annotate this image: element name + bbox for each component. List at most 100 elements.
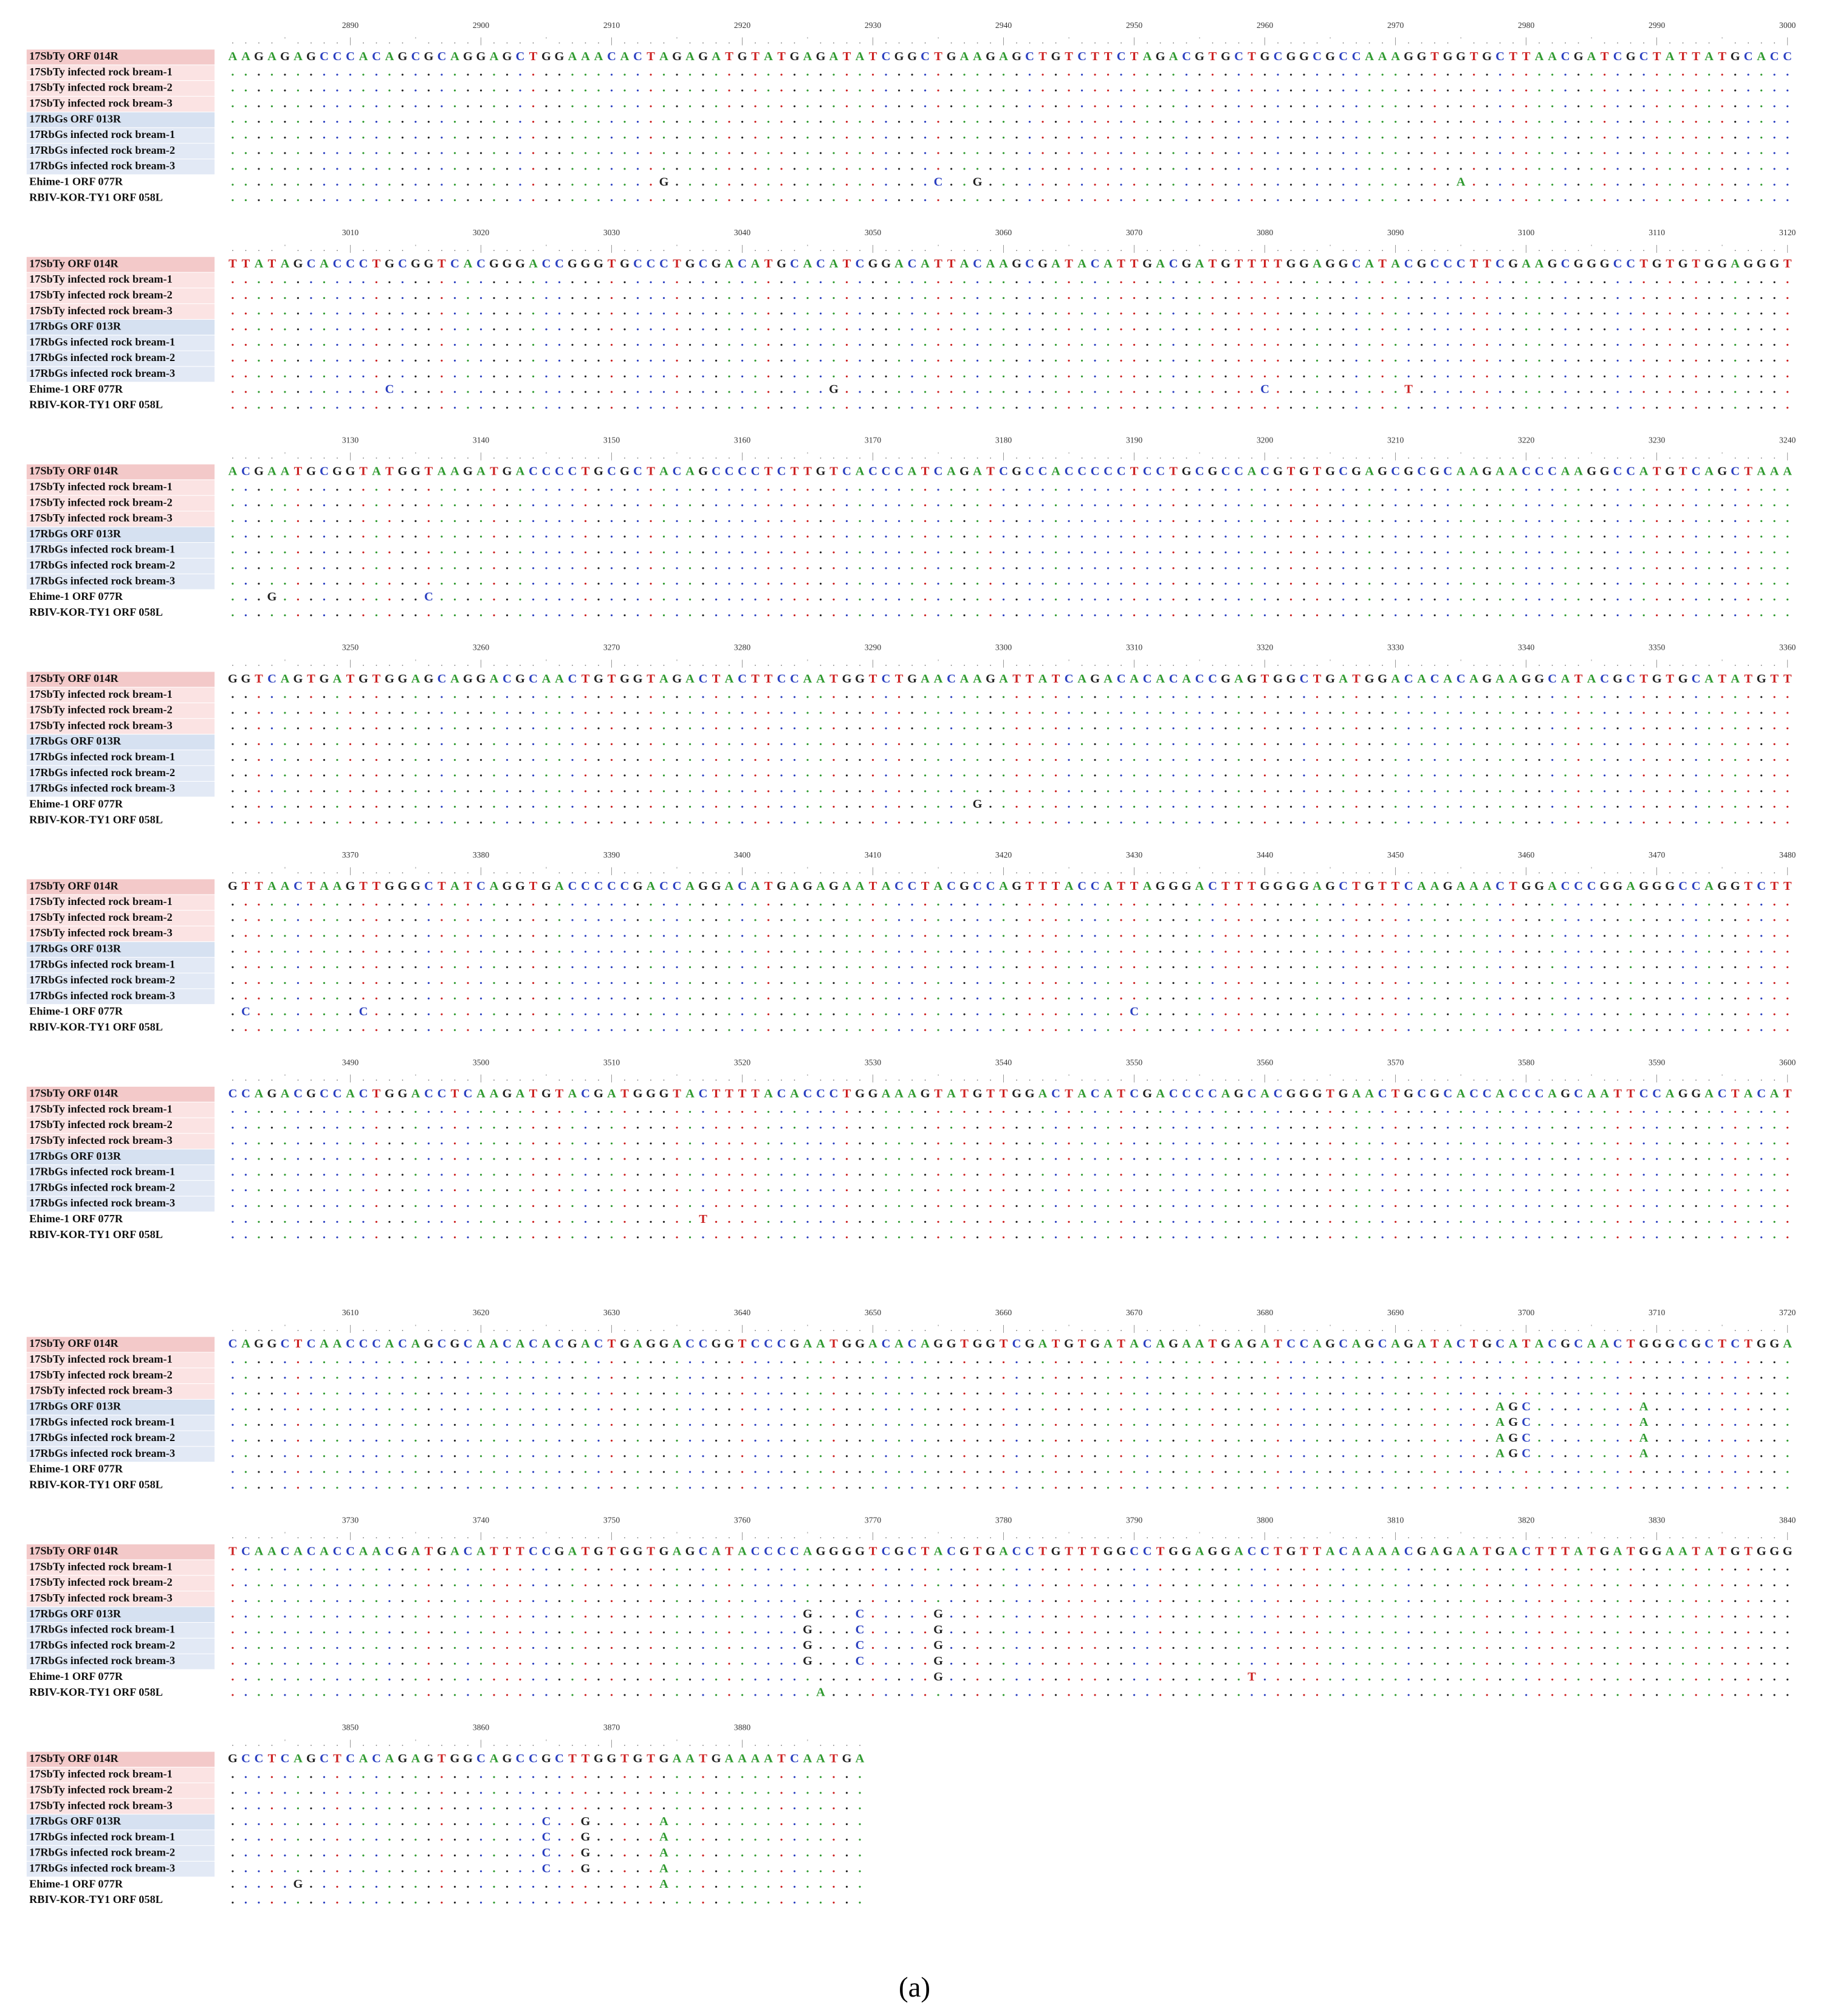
- ruler-mark: .: [1760, 1073, 1763, 1083]
- ruler-mark: .: [911, 244, 913, 253]
- ruler-mark: |: [349, 1073, 351, 1083]
- ruler-mark: .: [1041, 1531, 1044, 1541]
- ruler-mark: .: [585, 1324, 587, 1333]
- ruler-mark: |: [1786, 451, 1788, 461]
- ruler-mark: .: [846, 866, 848, 876]
- ruler-mark: .: [1120, 244, 1122, 253]
- position-label: 3220: [1518, 435, 1534, 444]
- ruler-mark: .: [924, 659, 927, 669]
- ruler-mark: .: [767, 1073, 770, 1083]
- position-label: 3590: [1649, 1058, 1665, 1067]
- ruler-mark: ˈ: [1198, 36, 1201, 46]
- sequence-row: ........................................…: [231, 1623, 1789, 1636]
- ruler-mark: .: [663, 1324, 665, 1333]
- ruler-mark: .: [1773, 244, 1776, 253]
- ruler-mark: .: [376, 244, 378, 253]
- sequence-row: ........................................…: [231, 496, 1789, 509]
- ruler-mark: .: [1107, 1531, 1110, 1541]
- sequence-row: ........................C..G.....A......…: [231, 1830, 861, 1843]
- ruler-mark: ˈ: [1329, 36, 1332, 46]
- ruler-mark: |: [741, 1738, 743, 1748]
- ruler-mark: .: [1041, 244, 1044, 253]
- ruler-mark: .: [1538, 1324, 1540, 1333]
- ruler-mark: .: [1669, 244, 1671, 253]
- ruler-mark: .: [1486, 1073, 1488, 1083]
- ruler-mark: .: [1473, 1073, 1475, 1083]
- ruler-mark: .: [1421, 451, 1423, 461]
- ruler-mark: .: [1224, 244, 1227, 253]
- ruler-mark: .: [1669, 36, 1671, 46]
- ruler-mark: .: [232, 244, 234, 253]
- ruler-mark: |: [480, 244, 482, 253]
- ruler-mark: |: [480, 36, 482, 46]
- taxon-label: RBIV-KOR-TY1 ORF 058L: [29, 191, 163, 203]
- ruler-mark: .: [1224, 1073, 1227, 1083]
- ruler-mark: .: [310, 1073, 312, 1083]
- ruler-mark: .: [689, 866, 691, 876]
- position-label: 3060: [995, 228, 1012, 237]
- ruler-mark: .: [362, 244, 365, 253]
- ruler-mark: .: [1251, 1073, 1253, 1083]
- sequence-row: ........................................…: [231, 1591, 1789, 1605]
- ruler-mark: .: [258, 36, 260, 46]
- ruler-mark: .: [1447, 36, 1449, 46]
- ruler-mark: .: [532, 1073, 535, 1083]
- ruler-mark: .: [702, 244, 704, 253]
- ruler-mark: .: [689, 1738, 691, 1748]
- ruler-mark: .: [1277, 451, 1279, 461]
- ruler-mark: .: [362, 1531, 365, 1541]
- ruler-mark: .: [402, 451, 404, 461]
- ruler-mark: .: [1212, 451, 1214, 461]
- ruler-mark: .: [650, 866, 652, 876]
- label-background: [26, 143, 215, 159]
- ruler-mark: .: [1682, 1531, 1684, 1541]
- taxon-label: 17RbGs infected rock bream-2: [29, 766, 175, 779]
- ruler-mark: .: [963, 866, 966, 876]
- ruler-mark: .: [1277, 244, 1279, 253]
- ruler-mark: .: [663, 244, 665, 253]
- taxon-label: 17SbTy infected rock bream-3: [29, 1799, 173, 1811]
- ruler-mark: .: [663, 1073, 665, 1083]
- ruler-mark: |: [872, 451, 874, 461]
- ruler-mark: .: [1734, 1531, 1737, 1541]
- ruler-mark: |: [1525, 451, 1527, 461]
- ruler-mark: .: [1642, 451, 1645, 461]
- ruler-mark: .: [571, 1738, 574, 1748]
- ruler-mark: .: [963, 1073, 966, 1083]
- ruler-mark: .: [1355, 1531, 1357, 1541]
- ruler-mark: .: [794, 1738, 796, 1748]
- ruler-mark: .: [428, 451, 430, 461]
- ruler-mark: .: [1682, 866, 1684, 876]
- ruler-mark: ˈ: [937, 659, 940, 669]
- ruler-mark: .: [1577, 866, 1580, 876]
- ruler-mark: .: [441, 866, 443, 876]
- position-label: 3790: [1126, 1515, 1142, 1524]
- ruler-mark: .: [1773, 36, 1776, 46]
- ruler-mark: .: [1316, 244, 1319, 253]
- ruler-mark: ˈ: [1721, 659, 1724, 669]
- ruler-mark: .: [1094, 1531, 1096, 1541]
- ruler-mark: .: [402, 1324, 404, 1333]
- taxon-label: 17RbGs infected rock bream-2: [29, 351, 175, 363]
- taxon-label: 17RbGs infected rock bream-3: [29, 1447, 175, 1459]
- ruler-mark: .: [1316, 1073, 1319, 1083]
- ruler-mark: .: [1342, 659, 1345, 669]
- position-label: 3600: [1779, 1058, 1796, 1067]
- ruler-mark: .: [885, 1073, 887, 1083]
- position-label: 3360: [1779, 643, 1796, 652]
- sequence-row: ........................................…: [231, 191, 1789, 204]
- sequence-row: ........................................…: [231, 143, 1789, 157]
- ruler-mark: |: [1133, 866, 1135, 876]
- label-background: [26, 65, 215, 81]
- position-label: 3430: [1126, 850, 1142, 859]
- ruler-mark: .: [1616, 659, 1619, 669]
- ruler-mark: .: [989, 451, 992, 461]
- position-label: 3510: [603, 1058, 620, 1067]
- taxon-label: 17RbGs infected rock bream-2: [29, 1846, 175, 1859]
- ruler-mark: .: [1747, 1324, 1749, 1333]
- ruler-mark: .: [794, 1531, 796, 1541]
- ruler-mark: |: [1264, 244, 1266, 253]
- ruler-mark: .: [245, 36, 247, 46]
- ruler-mark: .: [232, 659, 234, 669]
